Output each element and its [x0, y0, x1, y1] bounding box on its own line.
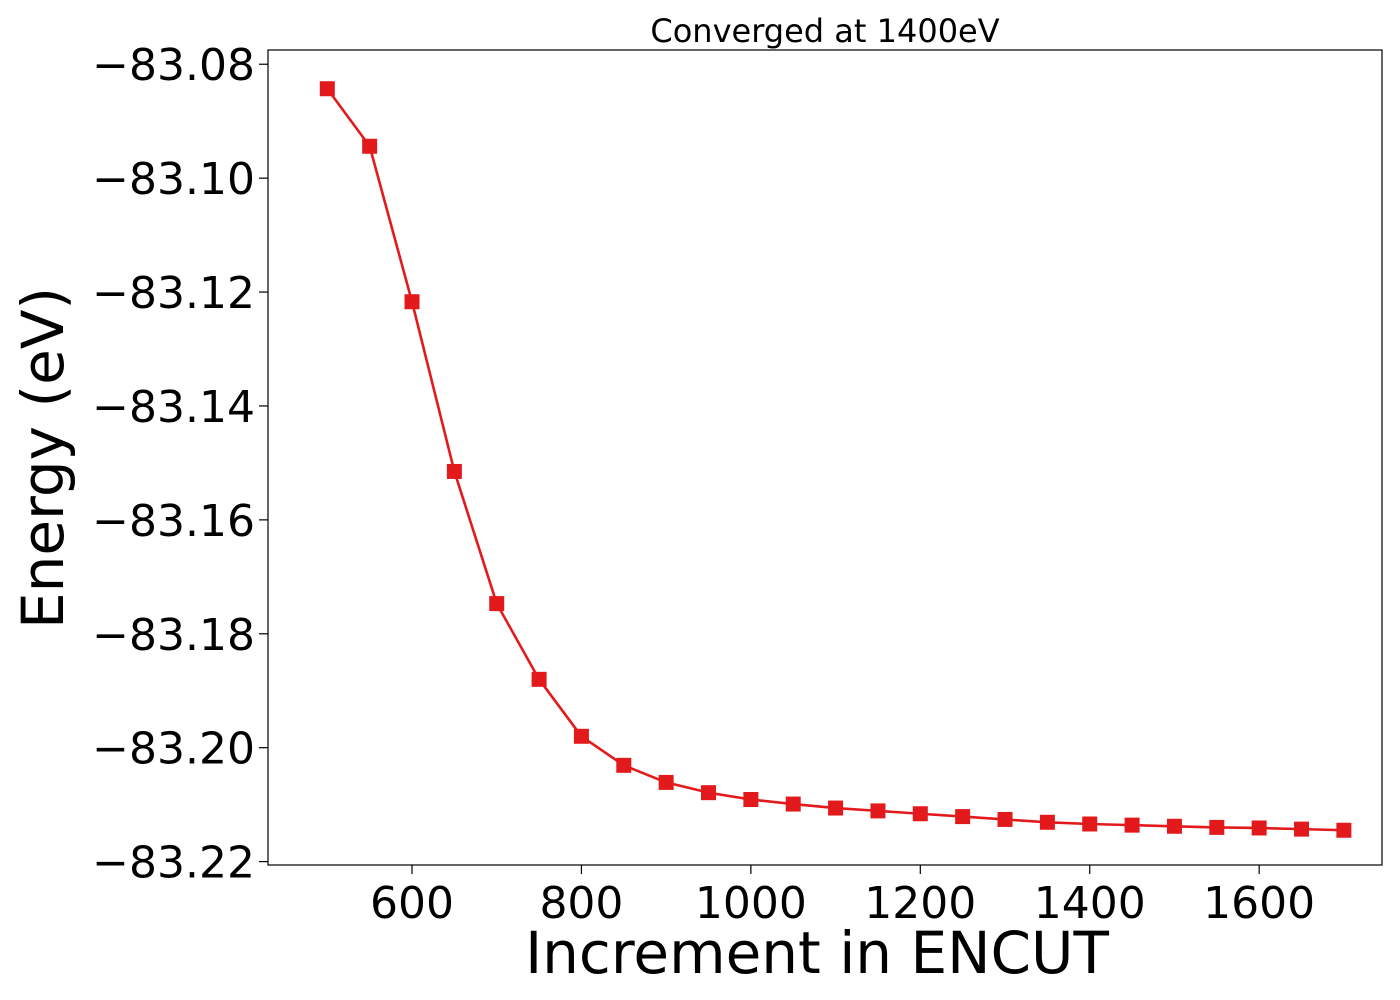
data-point	[997, 811, 1013, 827]
data-point	[743, 792, 759, 807]
data-point	[1209, 819, 1225, 835]
data-point	[912, 806, 928, 822]
data-point	[828, 800, 844, 816]
data-point	[531, 671, 547, 687]
y-tick-label: −83.22	[92, 838, 255, 889]
data-point	[319, 81, 335, 97]
chart-title: Converged at 1400eV	[650, 12, 999, 50]
data-point	[870, 803, 886, 819]
data-point	[1336, 822, 1352, 838]
data-point	[1039, 814, 1055, 830]
x-tick-label: 1000	[695, 878, 807, 929]
x-tick-label: 600	[370, 878, 454, 929]
data-point	[1294, 821, 1310, 837]
data-point	[489, 596, 505, 612]
x-tick-label: 800	[539, 878, 623, 929]
y-tick-label: −83.10	[92, 154, 255, 205]
plot-frame	[267, 49, 1383, 866]
data-point	[362, 138, 378, 154]
x-tick-label: 1600	[1203, 878, 1315, 929]
data-point	[785, 796, 801, 812]
data-point	[1251, 820, 1267, 836]
y-tick-label: −83.14	[92, 382, 255, 433]
data-point	[446, 463, 462, 479]
plot-area	[319, 81, 1352, 838]
data-point	[658, 774, 674, 790]
x-axis: 600 800 1000 1200 1400 1600	[370, 865, 1315, 929]
x-tick-label: 1200	[864, 878, 976, 929]
data-point	[616, 757, 632, 773]
series-line	[326, 87, 1344, 832]
y-tick-label: −83.16	[92, 496, 255, 547]
y-axis: −83.08 −83.10 −83.12 −83.14 −83.16 −83.18 −83.…	[92, 40, 268, 889]
data-point	[1166, 818, 1182, 834]
data-point	[573, 728, 589, 744]
data-point	[1082, 816, 1098, 832]
y-tick-label: −83.18	[92, 610, 255, 661]
x-tick-label: 1400	[1034, 878, 1146, 929]
data-point	[1124, 817, 1140, 833]
data-point	[404, 294, 420, 310]
data-point	[955, 809, 971, 825]
data-point	[701, 785, 717, 801]
y-tick-label: −83.08	[92, 40, 255, 91]
x-axis-label: Increment in ENCUT	[525, 919, 1109, 987]
y-tick-label: −83.12	[92, 268, 255, 319]
y-axis-label: Energy (eV)	[9, 287, 77, 629]
y-tick-label: −83.20	[92, 724, 255, 775]
